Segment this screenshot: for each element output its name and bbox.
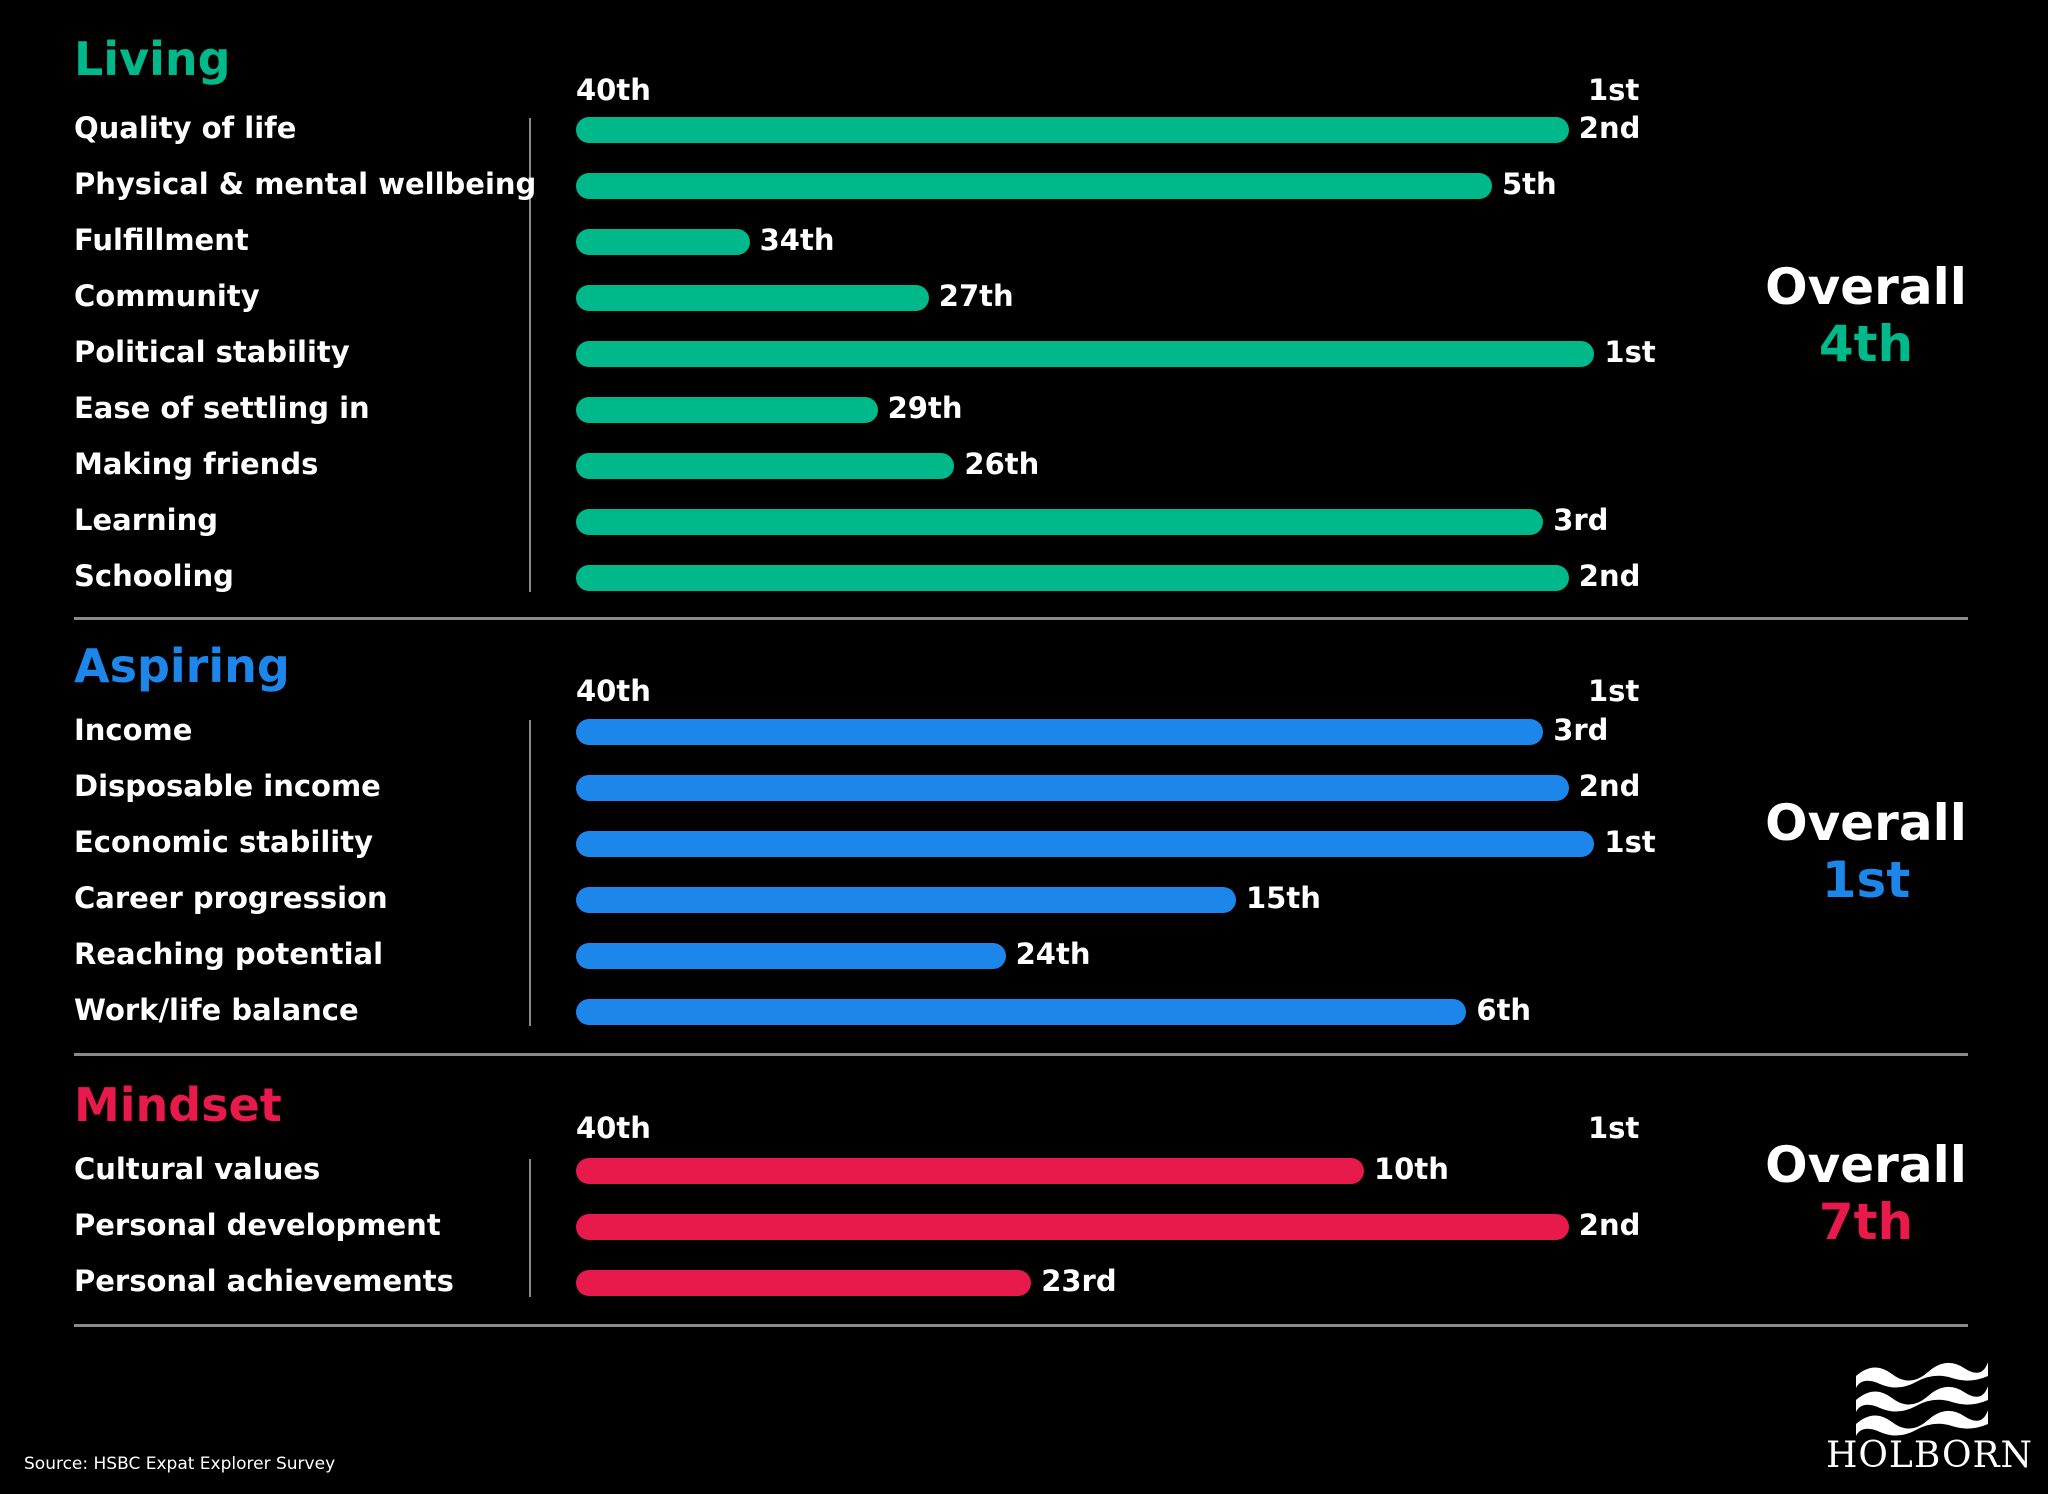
rank-label: 24th bbox=[1015, 937, 1091, 971]
bar-aspiring bbox=[576, 719, 1544, 745]
category-label: Work/life balance bbox=[74, 993, 359, 1027]
rank-label: 10th bbox=[1374, 1152, 1449, 1186]
category-label: Learning bbox=[74, 503, 219, 537]
rank-label: 3rd bbox=[1553, 503, 1609, 537]
bar-living bbox=[576, 173, 1492, 199]
bar-aspiring bbox=[576, 831, 1595, 857]
category-label: Political stability bbox=[74, 335, 350, 369]
rank-label: 2nd bbox=[1578, 1208, 1641, 1242]
rank-label: 2nd bbox=[1578, 111, 1641, 145]
panel-title-mindset: Mindset bbox=[74, 1078, 282, 1132]
brand-name: HOLBORN bbox=[1826, 1435, 2034, 1476]
axis-label-left-living: 40th bbox=[576, 73, 651, 107]
axis-label-right-mindset: 1st bbox=[1588, 1111, 1640, 1145]
panel-divider-horizontal-mindset bbox=[74, 1324, 1968, 1327]
axis-label-right-living: 1st bbox=[1588, 73, 1640, 107]
bar-aspiring bbox=[576, 999, 1467, 1025]
rank-label: 6th bbox=[1476, 993, 1532, 1027]
bar-living bbox=[576, 509, 1544, 535]
panel-divider-vertical-living bbox=[529, 118, 531, 592]
overall-label-mindset: Overall bbox=[1765, 1136, 1967, 1194]
overall-label-aspiring: Overall bbox=[1765, 794, 1967, 852]
axis-label-right-aspiring: 1st bbox=[1588, 674, 1640, 708]
rank-label: 27th bbox=[938, 279, 1014, 313]
bar-living bbox=[576, 397, 878, 423]
category-label: Reaching potential bbox=[74, 937, 384, 971]
bar-living bbox=[576, 285, 929, 311]
rank-label: 29th bbox=[887, 391, 963, 425]
category-label: Economic stability bbox=[74, 825, 373, 859]
bar-living bbox=[576, 229, 750, 255]
rank-label: 1st bbox=[1604, 335, 1656, 369]
holborn-waves-icon bbox=[1856, 1362, 1988, 1436]
rank-label: 3rd bbox=[1553, 713, 1609, 747]
bar-aspiring bbox=[576, 775, 1569, 801]
bar-aspiring bbox=[576, 943, 1006, 969]
rank-label: 23rd bbox=[1041, 1264, 1117, 1298]
overall-rank-mindset: 7th bbox=[1818, 1193, 1914, 1251]
panel-title-living: Living bbox=[74, 32, 231, 86]
source-note: Source: HSBC Expat Explorer Survey bbox=[24, 1454, 336, 1474]
category-label: Making friends bbox=[74, 447, 319, 481]
bar-mindset bbox=[576, 1270, 1032, 1296]
rank-label: 26th bbox=[964, 447, 1040, 481]
bar-living bbox=[576, 117, 1569, 143]
category-label: Schooling bbox=[74, 559, 234, 593]
category-label: Personal development bbox=[74, 1208, 441, 1242]
category-label: Ease of settling in bbox=[74, 391, 370, 425]
category-label: Fulfillment bbox=[74, 223, 249, 257]
rank-label: 1st bbox=[1604, 825, 1656, 859]
bar-mindset bbox=[576, 1158, 1364, 1184]
panel-divider-vertical-mindset bbox=[529, 1159, 531, 1297]
bar-aspiring bbox=[576, 887, 1236, 913]
axis-label-left-aspiring: 40th bbox=[576, 674, 651, 708]
overall-label-living: Overall bbox=[1765, 258, 1967, 316]
overall-rank-living: 4th bbox=[1818, 315, 1914, 373]
panel-title-aspiring: Aspiring bbox=[74, 639, 290, 693]
panel-divider-horizontal-living bbox=[74, 617, 1968, 620]
bar-mindset bbox=[576, 1214, 1569, 1240]
rank-label: 2nd bbox=[1578, 559, 1641, 593]
rank-label: 5th bbox=[1502, 167, 1557, 201]
bar-living bbox=[576, 341, 1595, 367]
axis-label-left-mindset: 40th bbox=[576, 1111, 651, 1145]
category-label: Disposable income bbox=[74, 769, 381, 803]
category-label: Personal achievements bbox=[74, 1264, 454, 1298]
category-label: Physical & mental wellbeing bbox=[74, 167, 537, 201]
overall-rank-aspiring: 1st bbox=[1821, 851, 1911, 909]
bar-living bbox=[576, 565, 1569, 591]
category-label: Quality of life bbox=[74, 111, 297, 145]
category-label: Community bbox=[74, 279, 260, 313]
rank-label: 34th bbox=[759, 223, 835, 257]
rank-label: 2nd bbox=[1578, 769, 1641, 803]
category-label: Income bbox=[74, 713, 193, 747]
category-label: Cultural values bbox=[74, 1152, 321, 1186]
rank-label: 15th bbox=[1246, 881, 1321, 915]
category-label: Career progression bbox=[74, 881, 388, 915]
bar-living bbox=[576, 453, 955, 479]
panel-divider-vertical-aspiring bbox=[529, 720, 531, 1026]
panel-divider-horizontal-aspiring bbox=[74, 1053, 1968, 1056]
